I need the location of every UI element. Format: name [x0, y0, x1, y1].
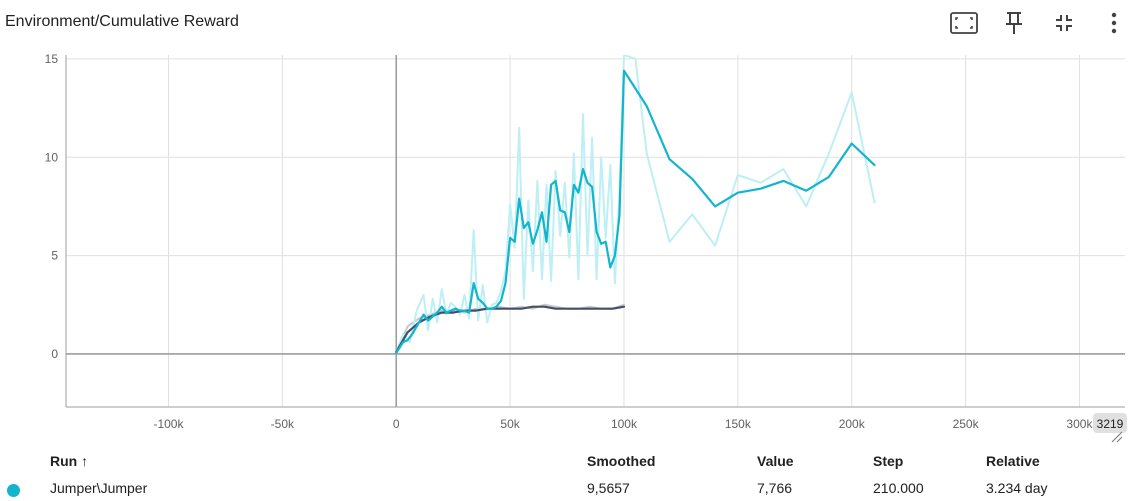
header-relative[interactable]: Relative	[986, 453, 1040, 469]
y-tick-label: 0	[51, 347, 58, 361]
fullscreen-icon	[950, 12, 978, 34]
series-line-0-raw[interactable]	[395, 55, 876, 353]
x-tick-label: 0	[393, 417, 400, 431]
pin-button[interactable]	[999, 8, 1029, 38]
header-run[interactable]: Run ↑	[50, 453, 89, 469]
fit-domain-button[interactable]	[1049, 8, 1079, 38]
table-row[interactable]: Jumper\Jumper 9,5657 7,766 210.000 3.234…	[0, 474, 1141, 501]
x-tick-label: 150k	[725, 417, 752, 431]
x-tick-label: 100k	[611, 417, 638, 431]
pin-icon	[1006, 12, 1022, 34]
run-color-dot	[7, 484, 20, 497]
y-tick-label: 15	[45, 52, 59, 66]
x-tick-label: 300k	[1066, 417, 1093, 431]
cell-relative: 3.234 day	[986, 480, 1048, 496]
table-header: Run ↑ Smoothed Value Step Relative	[0, 447, 1141, 474]
x-edge-label-text: 3219	[1097, 417, 1124, 431]
more-button[interactable]	[1099, 8, 1129, 38]
series-layer	[395, 55, 876, 354]
header-value[interactable]: Value	[757, 453, 794, 469]
cell-value: 7,766	[757, 480, 793, 496]
cell-smoothed: 9,5657	[587, 480, 630, 496]
cell-step: 210.000	[873, 480, 924, 496]
tick-labels: -100k -50k 0 50k 100k 150k 200k 250k 300k 0 5 10 15 3…	[45, 52, 1127, 433]
card-toolbar	[949, 8, 1129, 38]
header-smoothed[interactable]: Smoothed	[587, 453, 656, 469]
line-chart[interactable]: -100k -50k 0 50k 100k 150k 200k 250k 300k 0 5 10 15 3…	[0, 45, 1141, 435]
header-step[interactable]: Step	[873, 453, 904, 469]
x-tick-label: -100k	[153, 417, 184, 431]
more-vert-icon	[1111, 12, 1117, 34]
fullscreen-button[interactable]	[949, 8, 979, 38]
x-edge-label-box	[1093, 413, 1127, 433]
fit-domain-icon	[1056, 15, 1072, 31]
x-tick-label: 200k	[839, 417, 866, 431]
y-tick-label: 10	[45, 150, 59, 164]
x-edge-label: 3219	[1093, 413, 1127, 433]
series-line-1-smoothed[interactable]	[395, 69, 876, 354]
card-title: Environment/Cumulative Reward	[5, 13, 239, 30]
run-table: Run ↑ Smoothed Value Step Relative Jumpe…	[0, 447, 1141, 501]
y-tick-label: 5	[51, 249, 58, 263]
axes	[65, 55, 1125, 408]
cell-run: Jumper\Jumper	[50, 480, 148, 496]
x-tick-label: 250k	[953, 417, 980, 431]
x-tick-label: -50k	[271, 417, 295, 431]
x-tick-label: 50k	[500, 417, 520, 431]
resize-handle-icon[interactable]	[1111, 431, 1123, 443]
